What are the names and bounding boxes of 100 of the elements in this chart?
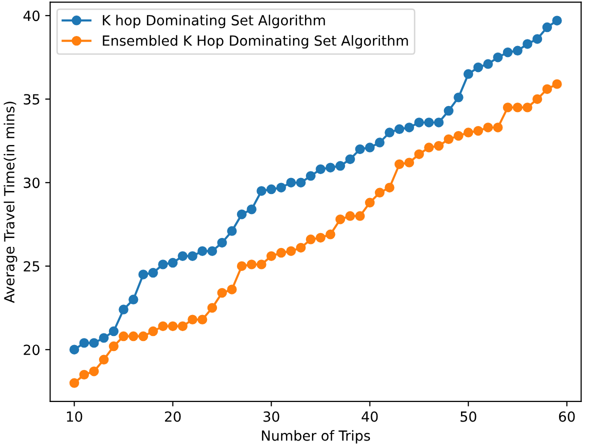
point	[306, 171, 316, 181]
point	[444, 134, 454, 144]
point	[532, 34, 542, 44]
point	[168, 321, 178, 332]
point	[355, 211, 365, 221]
point	[483, 122, 493, 132]
point	[148, 326, 158, 336]
point	[454, 92, 464, 102]
point	[463, 69, 474, 79]
point	[542, 22, 552, 32]
point	[98, 354, 109, 365]
point	[316, 232, 326, 243]
point	[394, 159, 404, 170]
point	[483, 59, 493, 69]
point	[89, 366, 99, 376]
x-tick-label: 50	[460, 411, 476, 422]
point	[326, 230, 336, 240]
point	[473, 62, 484, 72]
point	[108, 326, 119, 336]
x-axis-title: Number of Trips	[262, 430, 370, 444]
y-axis-title: Average Travel Time(in mins)	[4, 102, 18, 303]
y-tick-label: 35	[24, 94, 40, 105]
point	[316, 164, 326, 174]
point	[493, 122, 503, 132]
y-tick-label: 40	[23, 10, 40, 22]
point	[227, 226, 237, 236]
point	[89, 338, 99, 348]
point	[178, 251, 188, 261]
legend-label: Ensembled K Hop Dominating Set Algorithm	[102, 35, 408, 49]
point	[424, 118, 434, 128]
point	[404, 122, 414, 132]
point	[197, 246, 208, 256]
x-tick-label: 40	[362, 411, 378, 422]
point	[256, 186, 266, 196]
point	[404, 158, 414, 168]
legend-label: K hop Dominating Set Algorithm	[102, 14, 325, 28]
point	[414, 118, 424, 128]
point	[364, 198, 375, 208]
point	[434, 118, 444, 128]
point	[286, 246, 296, 256]
point	[207, 246, 218, 256]
point	[148, 268, 158, 278]
point	[296, 178, 306, 188]
point	[197, 314, 208, 324]
point	[414, 149, 424, 160]
point	[178, 321, 188, 332]
point	[374, 138, 385, 148]
x-tick-label: 20	[164, 411, 181, 422]
point	[434, 141, 444, 151]
point	[69, 378, 80, 388]
point	[424, 142, 434, 152]
point	[374, 188, 385, 198]
y-tick-label: 25	[24, 261, 40, 272]
point	[207, 303, 218, 313]
point	[246, 260, 256, 270]
point	[217, 238, 227, 248]
point	[473, 126, 484, 136]
point	[364, 142, 375, 152]
point	[454, 130, 464, 141]
point	[217, 288, 227, 298]
point	[236, 209, 247, 220]
point	[108, 341, 119, 352]
point	[335, 161, 346, 171]
point	[502, 102, 513, 112]
point	[98, 333, 109, 343]
point	[188, 251, 198, 261]
point	[463, 128, 474, 138]
point	[326, 162, 336, 172]
point	[512, 102, 522, 112]
point	[246, 204, 256, 214]
point	[79, 338, 89, 348]
point	[552, 16, 562, 26]
x-tick-label: 10	[66, 411, 82, 422]
point	[138, 270, 148, 280]
x-tick-label: 60	[559, 411, 575, 422]
point	[158, 321, 168, 332]
point	[256, 260, 266, 270]
point	[542, 84, 552, 94]
point	[276, 248, 286, 258]
point	[552, 79, 562, 89]
point	[345, 154, 355, 164]
point	[128, 331, 138, 342]
y-tick-label: 20	[24, 344, 40, 356]
point	[522, 39, 532, 49]
point	[296, 242, 306, 253]
point	[306, 234, 316, 244]
point	[355, 144, 365, 154]
point	[345, 211, 355, 221]
point	[335, 214, 346, 224]
point	[69, 344, 80, 354]
point	[118, 304, 128, 314]
point	[227, 284, 237, 294]
point	[512, 46, 522, 56]
point	[236, 261, 247, 271]
point	[158, 260, 168, 270]
point	[444, 106, 454, 116]
x-tick-label: 30	[264, 411, 280, 422]
point	[266, 184, 276, 194]
point	[384, 182, 394, 192]
point	[118, 331, 128, 342]
